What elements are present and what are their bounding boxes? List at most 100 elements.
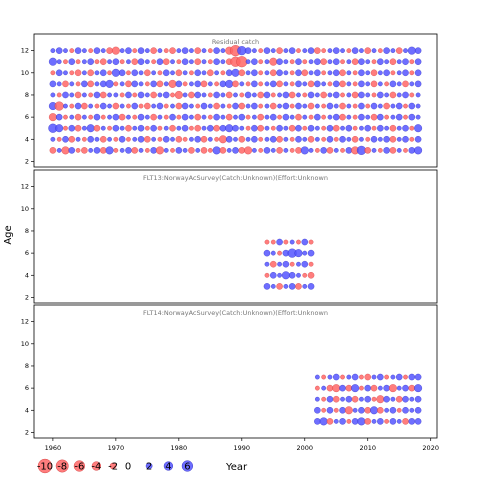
residual-bubble: 1985, age 12: -1 xyxy=(207,48,213,53)
residual-bubble: 2010, age 3: -2 xyxy=(364,418,371,425)
residual-bubble: 2009, age 5: 1 xyxy=(359,396,364,402)
y-tick-label: 8 xyxy=(25,227,29,235)
residual-bubble: 2016, age 4: 2 xyxy=(402,136,409,143)
residual-bubble: 1993, age 10: -1 xyxy=(258,70,264,76)
residual-bubble: 1998, age 7: 1 xyxy=(289,239,295,245)
residual-bubble: 2003, age 11: -2 xyxy=(320,58,327,65)
x-tick-label: 1980 xyxy=(171,444,188,452)
residual-bubble: 1983, age 12: -2 xyxy=(194,47,201,54)
residual-bubble: 2006, age 5: 1 xyxy=(340,125,345,131)
residual-bubble: 2003, age 7: -1 xyxy=(321,374,327,380)
legend-bubble xyxy=(163,461,174,471)
residual-bubble: 1995, age 8: -1 xyxy=(270,92,276,98)
residual-bubble: 1978, age 11: -2 xyxy=(162,58,170,65)
residual-bubble: 1995, age 10: -2 xyxy=(270,69,277,77)
residual-bubble: 1961, age 6: 2 xyxy=(55,113,63,121)
residual-bubble: 1999, age 7: 2 xyxy=(295,102,302,110)
residual-bubble: 1968, age 7: 2 xyxy=(100,102,107,110)
residual-bubble: 2004, age 9: -1 xyxy=(327,81,333,87)
residual-bubble: 2013, age 10: 2 xyxy=(383,69,390,77)
residual-bubble: 1992, age 11: 2 xyxy=(251,58,258,65)
residual-bubble: 2000, age 4: 1 xyxy=(302,136,308,142)
legend-label: -2 xyxy=(108,462,118,473)
residual-bubble: 1973, age 7: 2 xyxy=(131,102,139,110)
residual-bubble: 2015, age 7: 2 xyxy=(395,102,403,110)
legend-label: 4 xyxy=(165,462,171,473)
residual-bubble: 1972, age 4: -1 xyxy=(126,136,131,142)
residual-bubble: 1967, age 3: 2 xyxy=(93,147,101,154)
residual-bubble: 2001, age 6: -1 xyxy=(308,114,314,120)
residual-bubble: 1960, age 12: 1 xyxy=(50,48,56,53)
residual-bubble: 2018, age 5: 2 xyxy=(414,395,422,403)
residual-bubble: 1997, age 7: 2 xyxy=(282,102,290,110)
residual-bubble: 1962, age 9: -2 xyxy=(62,80,69,88)
residual-bubble: 1965, age 12: 1 xyxy=(82,48,87,53)
y-tick-label: 12 xyxy=(21,318,29,326)
residual-bubble: 2001, age 3: 2 xyxy=(307,283,315,290)
residual-bubble: 1963, age 5: 2 xyxy=(68,124,76,132)
residual-bubble: 1970, age 4: -1 xyxy=(113,136,119,142)
residual-bubble: 1963, age 4: -2 xyxy=(68,136,76,143)
residual-bubble: 2008, age 7: 2 xyxy=(351,373,359,381)
residual-bubble: 1988, age 5: 3 xyxy=(225,124,234,133)
residual-bubble: 2014, age 6: 1 xyxy=(390,114,396,120)
residual-bubble: 1960, age 6: -3 xyxy=(48,113,57,122)
residual-bubble: 2011, age 7: 2 xyxy=(370,102,378,110)
residual-bubble: 1960, age 9: 2 xyxy=(49,80,57,88)
residual-bubble: 1994, age 3: 2 xyxy=(263,147,271,154)
residual-bubble: 1995, age 11: -3 xyxy=(269,57,278,66)
residual-bubble: 2017, age 3: 2 xyxy=(408,418,416,425)
residual-bubble: 2004, age 10: 1 xyxy=(327,70,333,76)
residual-bubble: 1981, age 3: 1 xyxy=(182,148,188,153)
residual-bubble: 1985, age 5: 2 xyxy=(207,124,214,132)
residual-bubble: 2005, age 10: 2 xyxy=(332,69,340,77)
residual-bubble: 1977, age 10: -1 xyxy=(157,70,163,76)
residual-bubble: 2007, age 9: 1 xyxy=(346,81,352,87)
residual-bubble: 2006, age 9: -2 xyxy=(339,80,346,88)
residual-bubble: 1970, age 12: -3 xyxy=(111,46,120,55)
residual-bubble: 1974, age 8: 2 xyxy=(137,91,145,99)
residual-bubble: 1977, age 6: 1 xyxy=(157,114,163,120)
residual-bubble: 1998, age 12: 2 xyxy=(288,47,296,54)
residual-bubble: 2000, age 5: -1 xyxy=(302,125,308,131)
residual-bubble: 2001, age 8: 2 xyxy=(307,91,315,99)
residual-bubble: 1989, age 3: 2 xyxy=(232,147,239,154)
residual-bubble: 1989, age 10: 3 xyxy=(231,68,240,77)
y-axis-label: Age xyxy=(3,225,14,244)
residual-bubble: 1998, age 10: -1 xyxy=(289,70,295,76)
residual-bubble: 1991, age 3: -3 xyxy=(244,146,253,155)
residual-bubble: 1960, age 8: 1 xyxy=(50,92,56,98)
residual-bubble: 1996, age 4: 1 xyxy=(277,272,282,278)
residual-bubble: 2003, age 10: -1 xyxy=(321,70,327,76)
residual-bubble: 1986, age 9: -1 xyxy=(214,81,219,87)
residual-bubble: 1999, age 3: -2 xyxy=(295,147,302,154)
residual-bubble: 1966, age 9: -2 xyxy=(87,80,94,88)
residual-bubble: 1965, age 4: -1 xyxy=(82,136,87,142)
residual-bubble: 1975, age 3: -1 xyxy=(144,148,150,153)
residual-bubble: 2002, age 9: 2 xyxy=(314,80,321,88)
residual-bubble: 1993, age 9: -1 xyxy=(258,81,264,87)
residual-bubble: 1978, age 9: 1 xyxy=(163,81,169,87)
residual-bubble: 1989, age 7: 2 xyxy=(232,102,239,110)
residual-bubble: 1965, age 3: -2 xyxy=(81,147,88,154)
residual-bubble: 2002, age 12: -2 xyxy=(314,47,321,54)
residual-bubble: 1965, age 8: 1 xyxy=(82,92,87,98)
residual-bubble: 1963, age 9: 1 xyxy=(69,81,75,87)
residual-bubble: 1983, age 9: 2 xyxy=(194,80,201,88)
residual-bubble: 1997, age 9: 1 xyxy=(283,81,289,87)
residual-bubble: 1968, age 4: -2 xyxy=(100,136,107,143)
legend-label: 2 xyxy=(146,462,152,473)
residual-bubble: 2016, age 7: -1 xyxy=(403,374,408,380)
residual-bubble: 1992, age 3: 1 xyxy=(252,148,257,153)
residual-bubble: 1987, age 10: -1 xyxy=(220,70,226,76)
residual-bubble: 2017, age 4: -1 xyxy=(409,136,415,142)
residual-bubble: 1987, age 8: 1 xyxy=(220,92,226,98)
residual-bubble: 2007, age 5: 2 xyxy=(345,395,353,403)
residual-bubble: 1977, age 4: -1 xyxy=(157,136,163,142)
residual-bubble: 1973, age 4: 1 xyxy=(132,136,138,142)
residual-bubble: 1971, age 7: 1 xyxy=(119,103,125,109)
residual-bubble: 1992, age 9: 2 xyxy=(251,80,258,88)
residual-bubble: 2008, age 6: -1 xyxy=(352,114,358,120)
residual-bubble: 1980, age 8: -3 xyxy=(174,91,183,99)
residual-bubble: 1996, age 4: -2 xyxy=(276,136,283,143)
